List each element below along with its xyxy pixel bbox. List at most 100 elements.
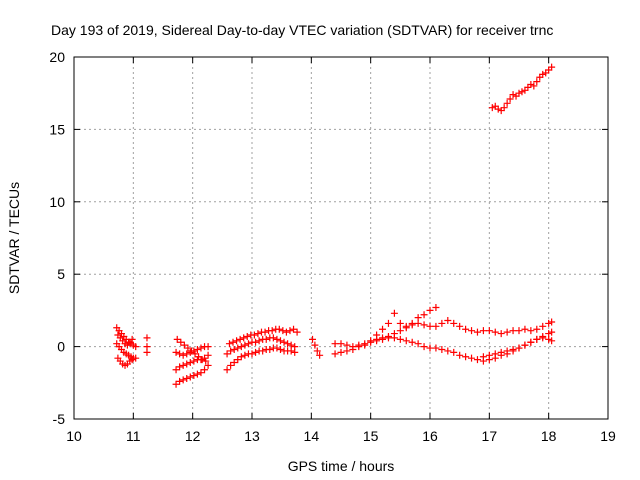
data-point [367,337,375,345]
data-point [521,325,529,333]
data-point [179,351,187,359]
data-point [337,348,345,356]
data-point [176,363,184,371]
data-point [509,347,517,355]
data-point [252,348,260,356]
data-point [384,319,392,327]
data-point [533,78,541,86]
data-point [311,341,319,349]
data-point [233,337,241,345]
data-point [373,335,381,343]
data-point [261,328,269,336]
data-point [223,366,231,374]
data-point [143,348,151,356]
data-point [184,344,192,352]
data-point [279,327,287,335]
data-point [509,327,517,335]
series-arc-k [223,334,299,358]
x-tick-label: 10 [66,428,82,444]
data-point [485,327,493,335]
series-arc-e [143,334,151,356]
data-point [241,341,249,349]
data-point [497,351,505,359]
data-point [132,354,140,362]
data-point [462,325,470,333]
data-point [254,330,262,338]
data-point [515,89,523,97]
x-tick-label: 18 [541,428,557,444]
y-axis-label: SDTVAR / TECUs [6,182,22,294]
data-point [180,341,188,349]
data-point [230,359,238,367]
data-point [548,63,556,71]
data-point [204,361,212,369]
data-point [190,372,198,380]
data-point [456,322,464,330]
data-point [444,317,452,325]
data-point [237,353,245,361]
data-point [432,322,440,330]
y-tick-label: 20 [49,49,65,65]
data-point [530,82,538,90]
data-point [539,322,547,330]
data-point [291,343,299,351]
data-point [193,345,201,353]
data-point [539,334,547,342]
data-point [276,345,284,353]
data-point [456,351,464,359]
grid [74,57,608,419]
x-tick-label: 16 [422,428,438,444]
data-point [183,360,191,368]
data-point [172,348,180,356]
data-point [143,334,151,342]
data-point [468,354,476,362]
data-point [234,344,242,352]
data-point [237,343,245,351]
data-point [230,345,238,353]
data-point [286,327,294,335]
x-tick-label: 12 [185,428,201,444]
data-point [491,354,499,362]
data-point [533,335,541,343]
data-point [252,338,260,346]
data-point [132,343,140,351]
data-point [479,357,487,365]
data-point [527,81,535,89]
data-point [438,345,446,353]
data-point [491,328,499,336]
x-tick-label: 15 [363,428,379,444]
data-point [545,319,553,327]
data-point [515,344,523,352]
data-point [500,104,508,112]
data-point [432,344,440,352]
data-point [379,334,387,342]
series-arc-s [488,63,556,115]
data-point [503,99,511,107]
data-point [485,356,493,364]
plot-frame [73,56,609,420]
data-point [227,361,235,369]
data-point [290,325,298,333]
series-arc-g [172,351,212,374]
data-point [426,306,434,314]
data-point [521,341,529,349]
data-point [172,380,180,388]
data-point [355,341,363,349]
data-point [414,319,422,327]
series-arc-c [114,354,136,369]
data-point [426,322,434,330]
data-point [173,335,181,343]
data-point [186,373,194,381]
data-point [503,350,511,358]
data-point [259,347,267,355]
data-point [494,105,502,113]
data-point [473,328,481,336]
data-point [176,350,184,358]
x-tick-label: 19 [600,428,616,444]
data-point [198,356,206,364]
data-point [438,319,446,327]
x-tick-label: 17 [482,428,498,444]
data-point [287,341,295,349]
data-point [195,353,203,361]
